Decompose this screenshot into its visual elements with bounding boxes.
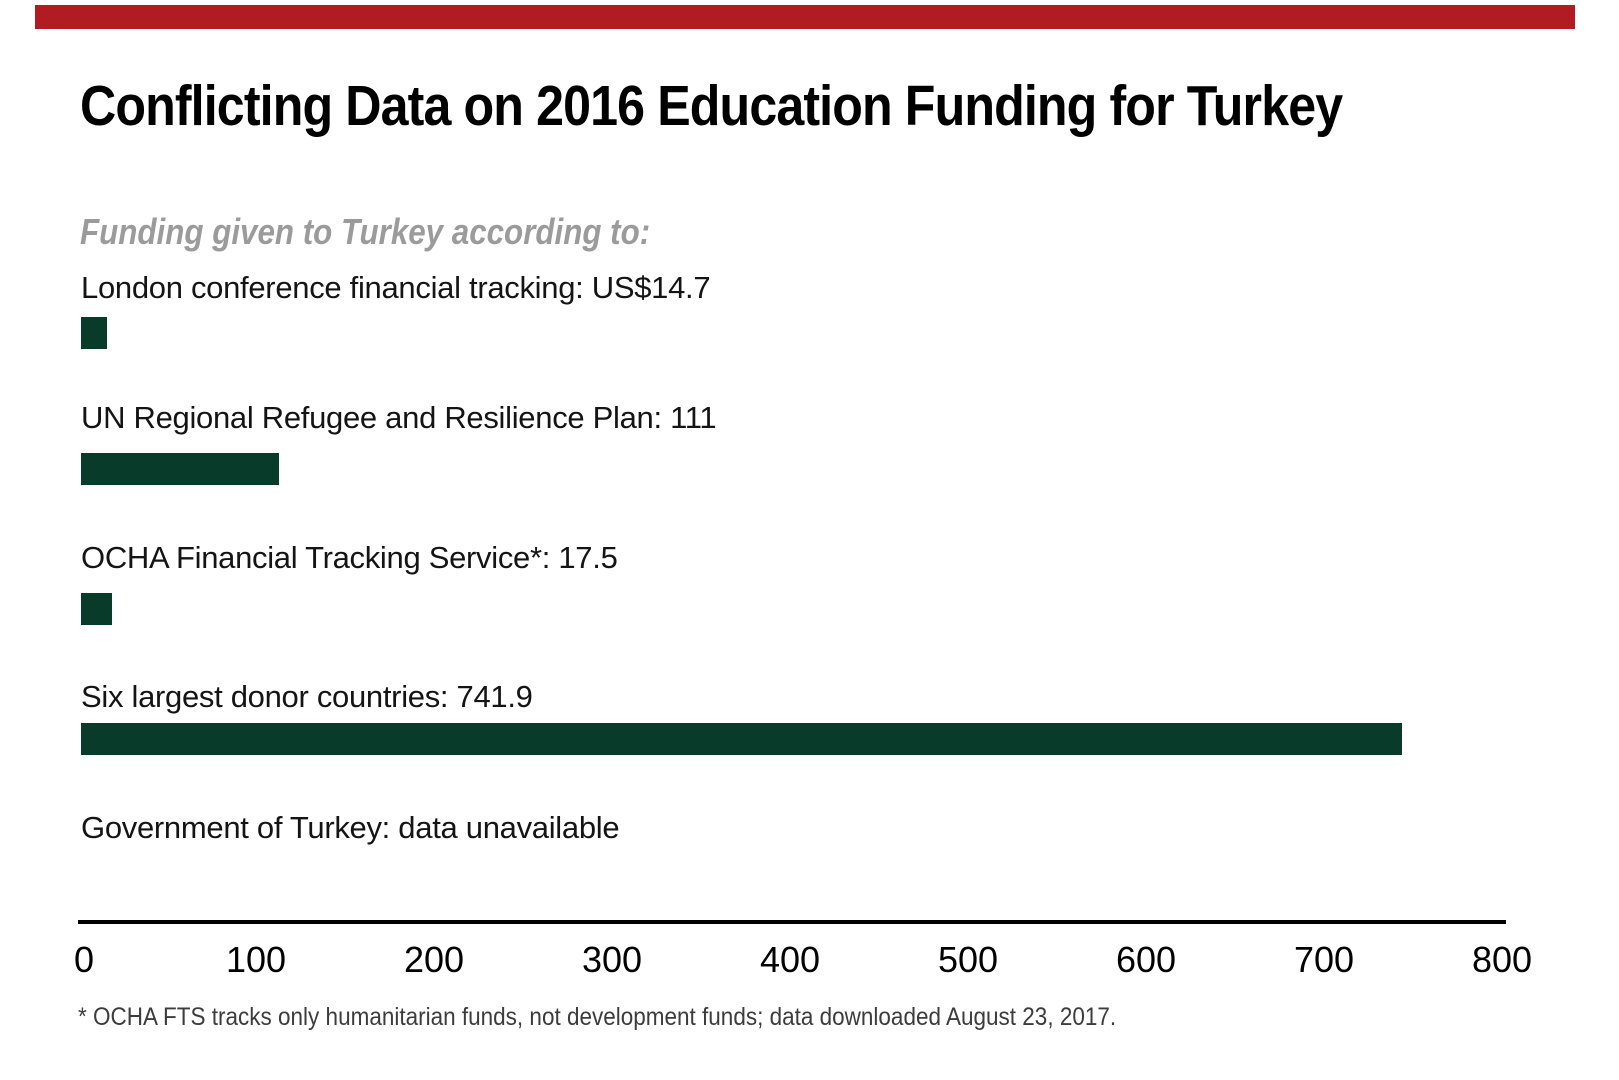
x-axis-tick-label: 400 xyxy=(759,939,821,980)
bar-london-conference xyxy=(81,317,107,349)
row-label-government-turkey: Government of Turkey: data unavailable xyxy=(81,810,620,845)
chart-title: Conflicting Data on 2016 Education Fundi… xyxy=(80,74,1343,138)
row-label-ocha-fts: OCHA Financial Tracking Service*: 17.5 xyxy=(81,540,618,575)
x-axis-tick-label: 600 xyxy=(1115,939,1177,980)
x-axis-tick-label: 100 xyxy=(225,939,287,980)
x-axis-tick-label: 0 xyxy=(73,939,95,980)
row-label-un-3rp: UN Regional Refugee and Resilience Plan:… xyxy=(81,400,717,435)
chart-subtitle: Funding given to Turkey according to: xyxy=(80,211,651,252)
x-axis-tick-label: 200 xyxy=(403,939,465,980)
x-axis-tick-label: 700 xyxy=(1293,939,1355,980)
footnote: * OCHA FTS tracks only humanitarian fund… xyxy=(78,1003,1117,1031)
x-axis-tick-label: 800 xyxy=(1471,939,1533,980)
bar-ocha-fts xyxy=(81,593,112,625)
x-axis-line xyxy=(78,920,1506,924)
bar-un-3rp xyxy=(81,453,279,485)
x-axis-tick-label: 500 xyxy=(937,939,999,980)
row-label-six-donors: Six largest donor countries: 741.9 xyxy=(81,679,533,714)
x-axis-tick-label: 300 xyxy=(581,939,643,980)
brand-color-bar xyxy=(35,5,1575,29)
row-label-london-conference: London conference financial tracking: US… xyxy=(81,270,711,305)
bar-six-donors xyxy=(81,723,1402,755)
